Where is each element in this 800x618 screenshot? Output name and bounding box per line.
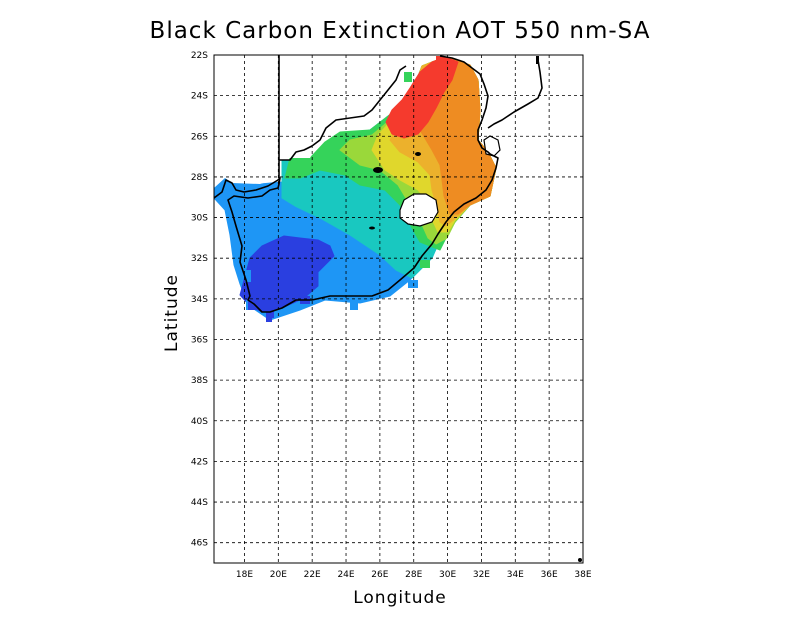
x-tick-label: 38E bbox=[574, 570, 591, 580]
inland-water-body bbox=[415, 152, 421, 156]
y-tick-label: 44S bbox=[191, 498, 208, 508]
no-data-north bbox=[279, 55, 392, 160]
x-tick-label: 24E bbox=[337, 570, 354, 580]
aot-cell-darkblue bbox=[266, 316, 272, 322]
x-tick-label: 28E bbox=[405, 570, 422, 580]
x-tick-label: 32E bbox=[473, 570, 490, 580]
aot-cell-green bbox=[404, 72, 412, 82]
aot-cell-blue bbox=[234, 236, 240, 246]
inland-water-body bbox=[373, 167, 383, 173]
y-tick-label: 38S bbox=[191, 376, 208, 386]
x-tick-label: 36E bbox=[541, 570, 558, 580]
y-axis-label: Latitude bbox=[162, 274, 182, 352]
swaziland-mask bbox=[483, 135, 501, 157]
chart-title: Black Carbon Extinction AOT 550 nm-SA bbox=[149, 18, 651, 44]
island-marker bbox=[578, 558, 582, 562]
y-tick-label: 46S bbox=[191, 539, 208, 549]
y-tick-label: 22S bbox=[191, 51, 208, 61]
y-tick-label: 26S bbox=[191, 132, 208, 142]
y-tick-label: 34S bbox=[191, 295, 208, 305]
x-tick-label: 30E bbox=[439, 570, 456, 580]
coastline bbox=[214, 55, 582, 562]
aot-cell-blue bbox=[214, 188, 224, 198]
x-tick-label: 34E bbox=[507, 570, 524, 580]
x-tick-label: 20E bbox=[270, 570, 287, 580]
border-botswana bbox=[279, 65, 407, 161]
lesotho-mask bbox=[399, 193, 439, 227]
aot-cell-blue bbox=[408, 280, 418, 288]
no-data-notch bbox=[392, 55, 404, 78]
aot-field bbox=[214, 55, 501, 322]
x-tick-label: 22E bbox=[304, 570, 321, 580]
plot-frame bbox=[213, 54, 584, 564]
coastline-south-africa bbox=[214, 55, 499, 313]
mozambique-fragment bbox=[536, 56, 539, 64]
aot-cell-green bbox=[420, 260, 430, 268]
aot-cell-blue bbox=[350, 300, 358, 310]
inland-water-body bbox=[369, 226, 375, 230]
y-tick-label: 32S bbox=[191, 254, 208, 264]
x-tick-label: 18E bbox=[236, 570, 253, 580]
coastline-mozambique bbox=[487, 59, 543, 129]
aot-cell-red bbox=[436, 56, 444, 62]
y-tick-label: 40S bbox=[191, 417, 208, 427]
y-tick-label: 24S bbox=[191, 92, 208, 102]
aot-contour-red bbox=[385, 56, 459, 139]
aot-cell-darkblue bbox=[266, 310, 274, 318]
x-tick-label: 26E bbox=[371, 570, 388, 580]
x-tick-labels: 18E 20E 22E 24E 26E 28E 30E 32E 34E 36E 38E bbox=[236, 570, 592, 580]
y-tick-label: 30S bbox=[191, 214, 208, 224]
no-data-west bbox=[214, 55, 279, 188]
x-axis-label: Longitude bbox=[353, 588, 447, 608]
y-tick-label: 42S bbox=[191, 457, 208, 467]
y-tick-label: 28S bbox=[191, 173, 208, 183]
y-tick-labels: 22S 24S 26S 28S 30S 32S 34S 36S 38S 40S 42S 44S 46S bbox=[191, 51, 208, 549]
aot-cell-blue bbox=[245, 270, 251, 282]
y-tick-label: 36S bbox=[191, 335, 208, 345]
